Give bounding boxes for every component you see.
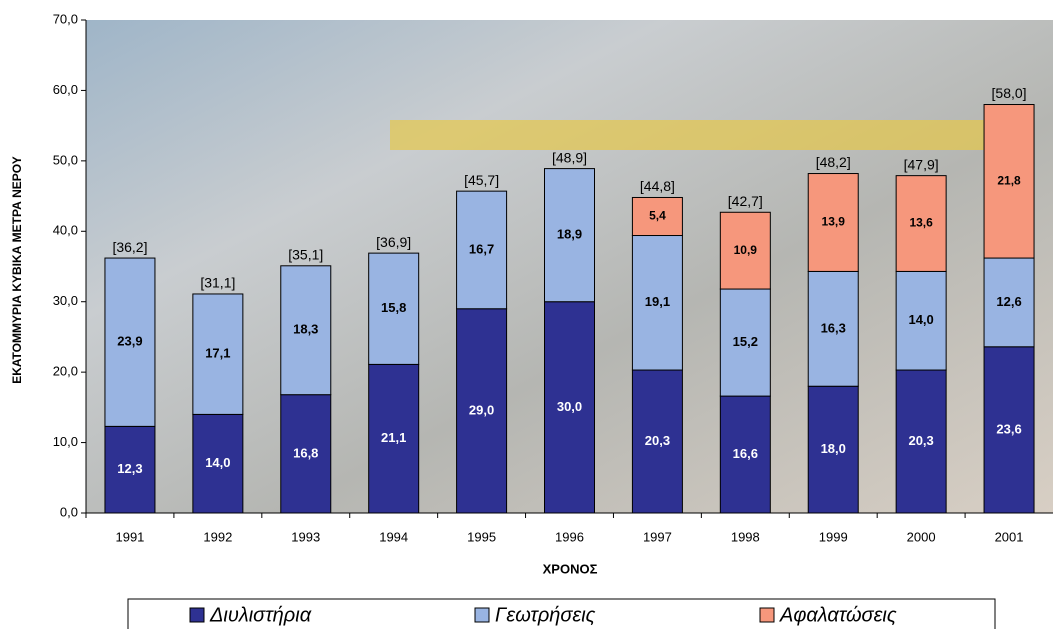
bar-segment (280, 265, 332, 396)
legend-label: Αφαλατώσεις (779, 604, 897, 626)
bar-segment (544, 301, 595, 514)
legend-swatch (759, 607, 775, 623)
value-label: 13,9 (822, 215, 846, 229)
y-tick-label: 10,0 (53, 434, 78, 449)
x-tick-label: 1992 (203, 529, 232, 544)
x-tick-label: 1991 (115, 529, 144, 544)
value-label: 29,0 (469, 402, 494, 417)
bar-segment (631, 196, 683, 237)
total-label: [44,8] (640, 178, 675, 194)
x-tick-label: 1998 (731, 529, 760, 544)
bar-segment (807, 173, 859, 272)
value-label: 16,8 (293, 445, 318, 460)
value-label: 23,9 (117, 334, 142, 349)
total-label: [36,2] (112, 239, 147, 255)
x-tick-label: 1995 (467, 529, 496, 544)
value-label: 21,1 (381, 430, 406, 445)
legend-label: Γεωτρήσεις (495, 604, 596, 626)
value-label: 21,8 (997, 173, 1021, 187)
bar-segment (368, 252, 420, 365)
bar-segment (719, 395, 771, 514)
value-label: 18,9 (557, 227, 582, 242)
bar-segment (983, 104, 1035, 259)
bar-segment (895, 175, 947, 272)
x-tick-label: 1994 (379, 529, 408, 544)
value-label: 16,3 (821, 320, 846, 335)
bar-segment (456, 308, 508, 514)
value-label: 23,6 (996, 421, 1021, 436)
legend-swatch (189, 607, 205, 623)
y-axis-title: ΕΚΑΤΟΜΜΥΡΙΑ ΚΥΒΙΚΑ ΜΕΤΡΑ ΝΕΡΟΥ (10, 156, 24, 384)
bar-segment (192, 293, 244, 415)
value-label: 16,7 (469, 241, 494, 256)
total-label: [58,0] (992, 85, 1027, 101)
value-label: 19,1 (645, 294, 670, 309)
bar-segment (104, 257, 156, 427)
bar-segment (456, 190, 508, 310)
total-label: [31,1] (200, 275, 235, 291)
value-label: 14,0 (205, 455, 230, 470)
value-label: 12,3 (117, 461, 142, 476)
bar-segment (631, 369, 683, 514)
total-label: [35,1] (288, 246, 323, 262)
x-tick-label: 1997 (643, 529, 672, 544)
total-label: [36,9] (376, 234, 411, 250)
value-label: 5,4 (649, 209, 666, 223)
value-label: 20,3 (645, 433, 670, 448)
bar-segment (192, 413, 244, 514)
value-label: 13,6 (909, 216, 933, 230)
y-tick-label: 30,0 (53, 293, 78, 308)
bar-segment (983, 346, 1035, 514)
value-label: 15,8 (381, 300, 406, 315)
bar-segment (631, 235, 683, 371)
x-tick-label: 1999 (819, 529, 848, 544)
total-label: [45,7] (464, 172, 499, 188)
value-label: 30,0 (557, 399, 582, 414)
bar-segment (280, 394, 332, 514)
value-label: 15,2 (733, 334, 758, 349)
value-label: 17,1 (205, 346, 230, 361)
value-label: 10,9 (734, 243, 758, 257)
value-label: 20,3 (908, 433, 933, 448)
y-tick-label: 50,0 (53, 152, 78, 167)
bar-segment (104, 425, 156, 514)
bar-segment (895, 369, 947, 514)
value-label: 18,3 (293, 322, 318, 337)
bar-segment (544, 168, 595, 303)
total-label: [47,9] (904, 156, 939, 172)
total-label: [48,9] (552, 149, 587, 165)
y-tick-label: 20,0 (53, 364, 78, 379)
legend-swatch (474, 607, 490, 623)
x-axis-title: ΧΡΟΝΟΣ (543, 561, 598, 576)
bar-segment (368, 363, 420, 514)
y-tick-label: 60,0 (53, 82, 78, 97)
y-tick-label: 0,0 (60, 504, 78, 519)
legend (127, 598, 996, 632)
legend-label: Διυλιστήρια (209, 604, 312, 626)
total-label: [48,2] (816, 154, 851, 170)
x-tick-label: 1996 (555, 529, 584, 544)
bar-segment (807, 270, 859, 387)
x-tick-label: 1993 (291, 529, 320, 544)
value-label: 16,6 (733, 446, 758, 461)
y-tick-label: 40,0 (53, 223, 78, 238)
bar-segment (719, 288, 771, 397)
total-label: [42,7] (728, 193, 763, 209)
y-tick-label: 70,0 (53, 11, 78, 26)
background-crane (390, 120, 990, 150)
x-tick-label: 2000 (907, 529, 936, 544)
value-label: 12,6 (996, 294, 1021, 309)
bar-segment (895, 270, 947, 371)
value-label: 18,0 (821, 441, 846, 456)
x-tick-label: 2001 (995, 529, 1024, 544)
bar-segment (807, 385, 859, 514)
bar-segment (719, 211, 771, 290)
value-label: 14,0 (908, 312, 933, 327)
